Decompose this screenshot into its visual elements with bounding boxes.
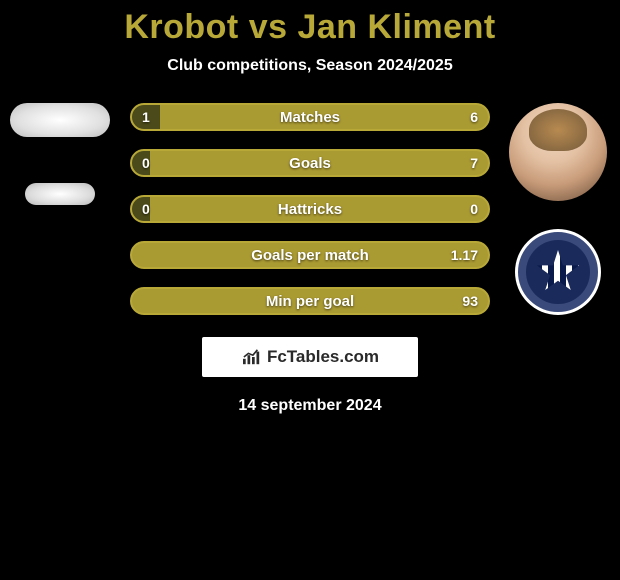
stat-label: Min per goal xyxy=(266,293,354,310)
stat-label: Matches xyxy=(280,109,340,126)
stat-value-right: 0 xyxy=(470,201,478,217)
footer-date: 14 september 2024 xyxy=(0,397,620,415)
player-right-column xyxy=(508,103,608,315)
stat-label: Hattricks xyxy=(278,201,342,218)
stat-value-left: 1 xyxy=(142,109,150,125)
stat-bars: 1 Matches 6 0 Goals 7 0 Hattricks 0 Goals per mat… xyxy=(130,103,490,315)
stat-value-right: 1.17 xyxy=(451,247,478,263)
stat-bar: 0 Goals 7 xyxy=(130,149,490,177)
stat-bar: 1 Matches 6 xyxy=(130,103,490,131)
stat-label: Goals xyxy=(289,155,331,172)
player-right-club-logo xyxy=(515,229,601,315)
page-title: Krobot vs Jan Kliment xyxy=(0,8,620,47)
player-right-avatar xyxy=(509,103,607,201)
page-subtitle: Club competitions, Season 2024/2025 xyxy=(0,57,620,75)
comparison-content: 1 Matches 6 0 Goals 7 0 Hattricks 0 Goals per mat… xyxy=(0,103,620,315)
stat-value-right: 6 xyxy=(470,109,478,125)
stat-label: Goals per match xyxy=(251,247,369,264)
branding-badge: FcTables.com xyxy=(202,337,418,377)
stat-bar: Min per goal 93 xyxy=(130,287,490,315)
player-left-logo-placeholder xyxy=(25,183,95,205)
stat-value-left: 0 xyxy=(142,155,150,171)
player-left-avatar-placeholder xyxy=(10,103,110,137)
stat-value-right: 7 xyxy=(470,155,478,171)
branding-text: FcTables.com xyxy=(267,347,379,367)
club-logo-inner xyxy=(526,240,590,304)
stat-value-left: 0 xyxy=(142,201,150,217)
stat-bar: 0 Hattricks 0 xyxy=(130,195,490,223)
stat-bar: Goals per match 1.17 xyxy=(130,241,490,269)
chart-icon xyxy=(241,348,263,366)
player-left-column xyxy=(10,103,110,205)
header: Krobot vs Jan Kliment Club competitions,… xyxy=(0,0,620,75)
stat-value-right: 93 xyxy=(462,293,478,309)
